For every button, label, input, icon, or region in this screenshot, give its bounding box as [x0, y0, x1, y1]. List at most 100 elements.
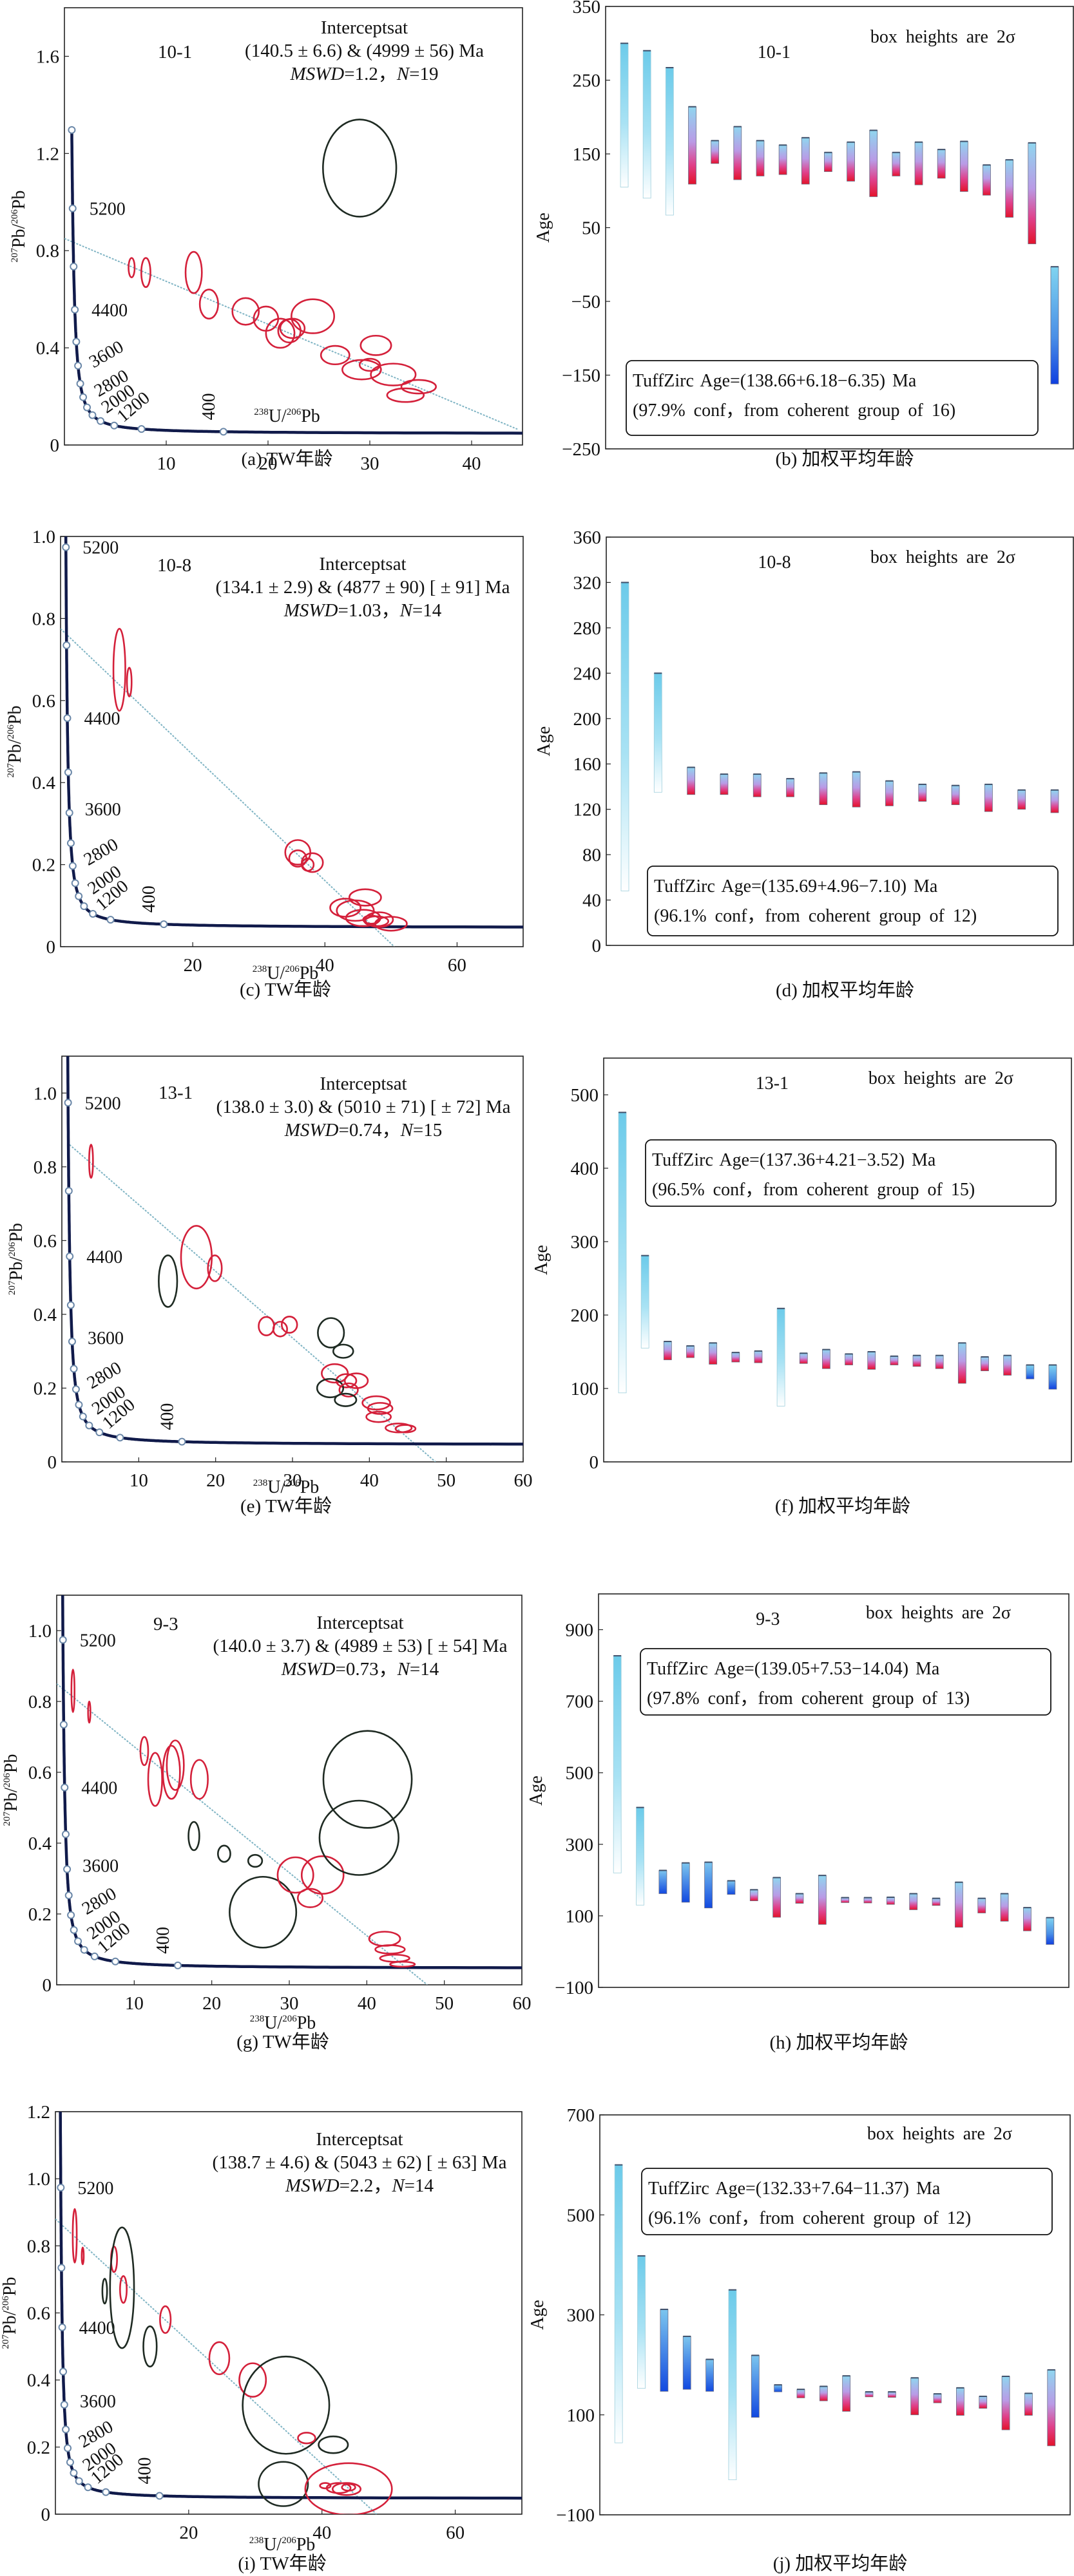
age-box-rejected-high [653, 672, 662, 793]
box-height-note: box heights are 2σ [870, 27, 1015, 47]
error-ellipse-rejected [247, 1853, 264, 1868]
error-ellipse-rejected [322, 1730, 413, 1829]
age-box-accepted [842, 2375, 851, 2412]
mswd-n: MSWD=1.03，N=14 [283, 600, 442, 621]
y-tick-label: 0.8 [34, 1157, 57, 1178]
panel-caption: (j) 加权平均年龄 [773, 2553, 908, 2574]
age-box-rejected-high [728, 2289, 737, 2481]
concordia-age-marker [84, 2483, 92, 2492]
x-tick-label: 10 [129, 1470, 148, 1491]
sample-id: 10-1 [758, 43, 791, 62]
y-tick-label: 0.4 [32, 773, 56, 793]
age-box-accepted [841, 1897, 850, 1903]
x-tick-label: 40 [358, 1993, 376, 2014]
age-box-rejected-high [637, 2255, 646, 2389]
box-height-note: box heights are 2σ [867, 2124, 1012, 2144]
y-tick-label: 500 [567, 2205, 595, 2226]
age-box-rejected-high [614, 2164, 623, 2443]
error-ellipse-accepted [238, 2362, 267, 2398]
concordia-age-marker [88, 411, 97, 419]
error-ellipse-accepted [207, 1254, 223, 1282]
mswd-n: MSWD=0.73，N=14 [281, 1659, 439, 1680]
box-height-note: box heights are 2σ [870, 547, 1015, 567]
error-ellipse-accepted [341, 2483, 356, 2492]
age-box-accepted [688, 106, 696, 185]
age-box-rejected-blue [727, 1880, 736, 1895]
age-box-rejected-low [1046, 1917, 1055, 1945]
concordia-age-label: 4400 [79, 2318, 115, 2338]
error-ellipse-rejected [187, 1821, 200, 1852]
y-tick-label: 200 [573, 709, 602, 730]
y-tick-label: 200 [571, 1305, 599, 1326]
concordia-age-marker [68, 126, 76, 134]
age-box-accepted [1001, 2376, 1010, 2430]
concordia-curve [64, 536, 523, 929]
error-ellipse-accepted [70, 1669, 75, 1713]
concordia-age-label: 4400 [81, 1779, 117, 1799]
error-ellipse-accepted [394, 1424, 417, 1434]
error-ellipse-accepted [297, 2432, 316, 2445]
concordia-age-marker [74, 1937, 82, 1946]
regression-line [61, 628, 395, 947]
tuffzirc-result-box [626, 360, 1039, 436]
intercept-title: Interceptsat [319, 554, 406, 574]
y-tick-label: −250 [562, 439, 600, 460]
concordia-age-marker [63, 1865, 72, 1873]
y-tick-label: 0.8 [36, 241, 59, 261]
x-tick-label: 50 [435, 1993, 454, 2014]
error-ellipse-accepted [348, 888, 382, 907]
tuffzirc-age: TuffZirc Age=(139.05+7.53−14.04) Ma [647, 1659, 940, 1679]
intercept-title: Interceptsat [316, 2129, 403, 2150]
concordia-age-marker [57, 2076, 63, 2083]
error-ellipse-accepted [284, 839, 312, 866]
x-tick-label: 30 [283, 1470, 302, 1491]
concordia-age-marker [62, 641, 71, 650]
mswd-n: MSWD=0.74，N=15 [284, 1120, 443, 1141]
y-tick-label: 280 [573, 618, 602, 639]
age-box-accepted [865, 2391, 874, 2398]
age-box-accepted [981, 1356, 989, 1372]
concordia-age-label: 5200 [90, 200, 126, 220]
concordia-age-marker [70, 262, 78, 270]
concordia-age-marker [71, 879, 79, 887]
y-tick-label: 0.4 [27, 2371, 51, 2391]
sample-id: 10-1 [158, 42, 192, 62]
concordia-age-marker [66, 1252, 74, 1260]
error-ellipse-accepted [112, 628, 126, 712]
intercept-ages: (134.1 ± 2.9) & (4877 ± 90) [ ± 91] Ma [216, 577, 510, 598]
age-box-rejected-blue [658, 1870, 667, 1894]
age-box-accepted [892, 152, 901, 176]
concordia-age-label: 3600 [80, 2392, 116, 2412]
concordia-age-marker [219, 428, 227, 436]
concordia-age-label: 3600 [88, 1329, 124, 1349]
plot-frame [598, 1593, 1069, 1988]
concordia-age-marker [68, 1338, 76, 1346]
concordia-age-marker [178, 1437, 186, 1446]
x-tick-label: 20 [179, 2523, 198, 2543]
x-tick-label: 40 [316, 955, 334, 976]
concordia-age-label: 4400 [86, 1247, 122, 1267]
age-box-rejected-blue [660, 2309, 669, 2392]
concordia-age-label: 400 [135, 2458, 155, 2485]
y-tick-label: −150 [562, 366, 600, 386]
regression-line [55, 2218, 378, 2514]
age-box-accepted [749, 1889, 758, 1901]
y-tick-label: 700 [567, 2105, 595, 2126]
x-tick-label: 50 [437, 1470, 455, 1491]
error-ellipse-accepted [272, 1321, 288, 1338]
concordia-age-label: 5200 [80, 1631, 116, 1651]
tuffzirc-age: TuffZirc Age=(135.69+4.96−7.10) Ma [654, 876, 938, 896]
age-box-rejected-blue [681, 1862, 690, 1903]
age-box-rejected-low [1050, 266, 1059, 384]
regression-line [64, 238, 518, 430]
x-tick-label: 20 [202, 1993, 221, 2014]
concordia-age-marker [173, 1961, 182, 1969]
age-box-accepted [1000, 1893, 1009, 1922]
y-tick-label: 100 [571, 1379, 599, 1399]
panel-caption: (f) 加权平均年龄 [775, 1495, 910, 1517]
panel-caption: (d) 加权平均年龄 [776, 980, 914, 1001]
sample-id: 9-3 [756, 1609, 780, 1629]
age-box-accepted [956, 2387, 964, 2416]
age-box-rejected-high [640, 1255, 649, 1349]
error-ellipse-accepted [258, 1316, 275, 1336]
